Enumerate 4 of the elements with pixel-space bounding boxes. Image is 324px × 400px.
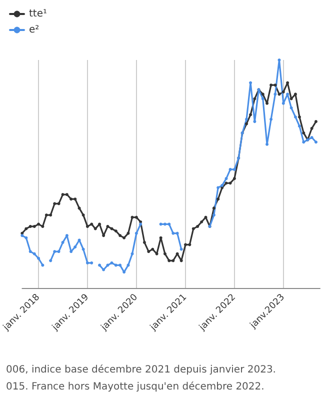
legend-label: tte¹ bbox=[29, 8, 48, 20]
text: 015. France hors Mayotte jusqu'en décembre 2022. bbox=[6, 382, 264, 392]
text: 006, indice base décembre 2021 depuis janvier 2023. bbox=[6, 364, 276, 376]
legend-label: e² bbox=[29, 24, 40, 36]
